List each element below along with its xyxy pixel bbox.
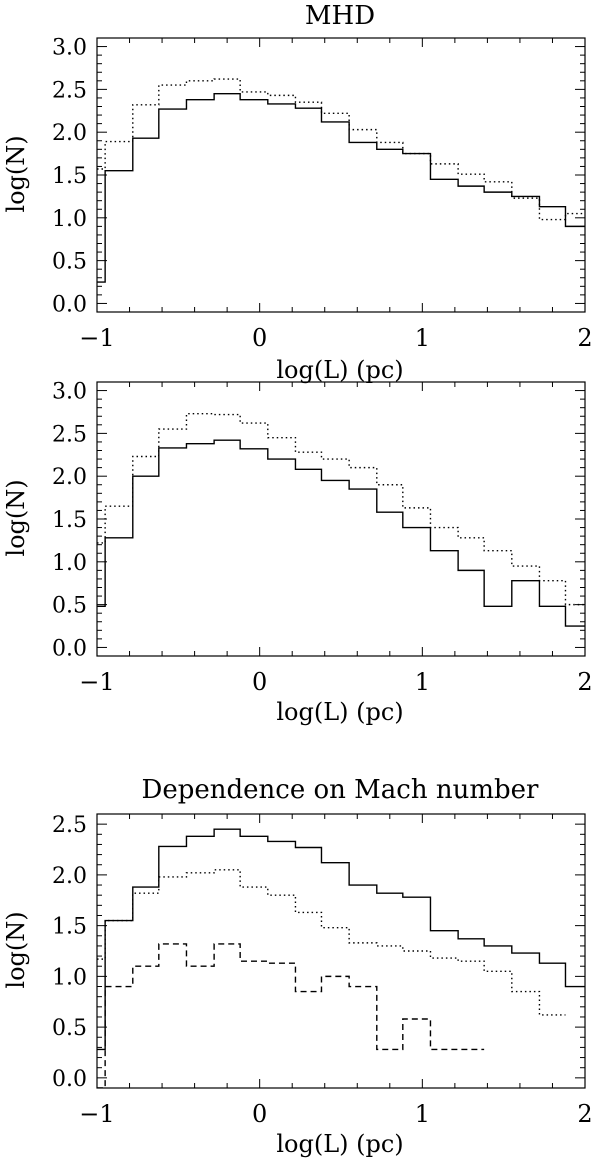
plot-frame (96, 37, 586, 313)
histogram-dotted (97, 869, 566, 1016)
x-tick-label: 0 (252, 324, 267, 352)
x-tick-label: 1 (415, 324, 430, 352)
y-tick-label: 0.0 (52, 1067, 87, 1092)
y-tick-label: 0.0 (52, 292, 87, 317)
x-tick-label: −1 (79, 1100, 114, 1128)
y-tick-label: 1.5 (52, 915, 87, 940)
y-tick-label: 0.5 (52, 250, 87, 275)
y-tick-label: 2.0 (52, 864, 87, 889)
y-tick-label: 2.5 (52, 422, 87, 447)
panel-title: MHD (305, 1, 375, 31)
y-tick-label: 1.0 (52, 207, 87, 232)
y-tick-label: 0.5 (52, 1016, 87, 1041)
plot-frame (96, 381, 586, 657)
y-tick-label: 1.0 (52, 965, 87, 990)
y-tick-label: 0.0 (52, 636, 87, 661)
histogram-dashed (97, 943, 485, 1088)
y-axis-label: log(N) (2, 135, 30, 212)
plot-area: −1 0 1 2 0.0 0.5 1.0 1.5 2.0 2.5 (52, 813, 593, 1128)
y-axis-label: log(N) (2, 479, 30, 556)
x-tick-label: 0 (252, 668, 267, 696)
histogram-dotted (97, 412, 585, 606)
x-tick-label: 1 (415, 668, 430, 696)
panel-middle: −1 0 1 2 0.0 0.5 1.0 1.5 2.0 2.5 3.0 log(L) (pc) l… (2, 380, 593, 726)
y-tick-label: 0.5 (52, 594, 87, 619)
x-axis-label: log(L) (pc) (276, 1130, 403, 1158)
y-tick-label: 3.0 (52, 380, 87, 405)
histogram-solid (97, 828, 585, 1051)
panel-title: Dependence on Mach number (142, 775, 540, 805)
x-tick-label: −1 (79, 668, 114, 696)
y-tick-label: 1.0 (52, 551, 87, 576)
y-tick-label: 2.5 (52, 813, 87, 838)
plot-area: −1 0 1 2 0.0 0.5 1.0 1.5 2.0 2.5 3.0 (52, 380, 593, 696)
x-tick-label: −1 (79, 324, 114, 352)
x-axis-label: log(L) (pc) (276, 698, 403, 726)
y-tick-label: 1.5 (52, 164, 87, 189)
x-tick-label: 2 (577, 668, 592, 696)
y-tick-label: 2.0 (52, 121, 87, 146)
y-tick-label: 3.0 (52, 36, 87, 61)
plot-area: −1 0 1 2 0.0 0.5 1.0 1.5 2.0 2.5 3.0 (52, 36, 593, 352)
y-tick-label: 2.5 (52, 78, 87, 103)
x-tick-label: 2 (577, 1100, 592, 1128)
y-axis-label: log(N) (2, 911, 30, 988)
x-tick-label: 2 (577, 324, 592, 352)
x-tick-label: 1 (415, 1100, 430, 1128)
panel-mhd: MHD −1 0 1 2 0.0 0.5 1.0 1.5 2.0 2.5 3.0 log(L) (p… (2, 1, 593, 384)
y-tick-label: 2.0 (52, 465, 87, 490)
y-tick-label: 1.5 (52, 508, 87, 533)
x-tick-label: 0 (252, 1100, 267, 1128)
histogram-solid (97, 92, 585, 283)
panel-mach-number: Dependence on Mach number −1 0 1 2 0.0 0.5 1.0… (2, 775, 593, 1158)
plot-frame (96, 813, 586, 1089)
histogram-solid (97, 439, 585, 627)
x-axis-label: log(L) (pc) (276, 356, 403, 384)
histogram-dotted (97, 78, 585, 221)
